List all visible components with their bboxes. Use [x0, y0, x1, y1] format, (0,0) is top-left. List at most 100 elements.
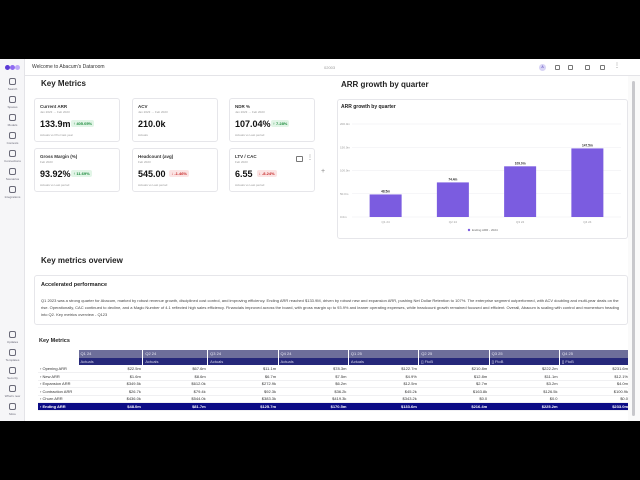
metric-change-value: -1.46% [174, 171, 187, 176]
metric-period: Jan 2023 → Feb 2023 [138, 110, 168, 114]
sidebar-item-more[interactable]: More [1, 403, 24, 420]
column-header-quarter: Q1 24 [77, 350, 143, 358]
table-cell: $419.3k [278, 395, 349, 403]
more-icon[interactable]: ⋮ [614, 63, 620, 69]
sidebar-item-label: Connections [4, 159, 21, 163]
model-icon [9, 114, 16, 121]
metric-card[interactable]: ACV Jan 2023 → Feb 2023 210.0k Actuals [132, 98, 218, 142]
expand-chevron-icon[interactable]: › [40, 381, 43, 387]
table-cell: $343.2k [348, 395, 419, 403]
metric-card[interactable]: Gross Margin (%) Feb 2023 93.92% Actuals vs… [34, 148, 120, 192]
metric-change-value: 11.69% [76, 171, 90, 176]
table-row[interactable]: › Opening ARR $22.5m $67.6m $11.1m $78.3m $12… [38, 365, 628, 373]
sidebar-item-what-s-new[interactable]: What's new [1, 385, 24, 402]
sidebar-item-search[interactable]: Search [1, 78, 24, 95]
metric-card[interactable]: Headcount (avg) Feb 2023 545.00 Actuals vs … [132, 148, 218, 192]
table-row[interactable]: › Ending ARR $48.0m $81.7m $125.7m $170.5m $1… [38, 402, 628, 411]
table-cell: $544.0k [142, 395, 208, 403]
security-icon [9, 367, 16, 374]
table-cell: $7.5m [278, 372, 349, 381]
metric-label: Current ARR [40, 104, 68, 109]
row-label[interactable]: › Churn ARR [38, 395, 78, 403]
metric-card[interactable]: Current ARR Jan 2023 → Feb 2023 133.9m Actu… [34, 98, 120, 142]
row-label[interactable]: › New ARR [38, 372, 78, 381]
column-header-quarter: Q3 25 [488, 350, 560, 358]
column-header-type: Actuals [347, 357, 419, 365]
sidebar-item-spaces[interactable]: Spaces [1, 96, 24, 113]
topbar-center-text: 02003 [324, 65, 336, 70]
sidebar-item-contexts[interactable]: Contexts [1, 132, 24, 149]
sidebar-item-templates[interactable]: Templates [1, 349, 24, 366]
expand-chevron-icon[interactable]: › [40, 366, 43, 371]
table-row[interactable]: › Churn ARR $436.0k $544.0k $383.3k $419.3k $… [38, 395, 628, 403]
table-cell: $126.5k [489, 387, 560, 396]
sidebar-item-connections[interactable]: Connections [1, 150, 24, 167]
sidebar-item-integrations[interactable]: Integrations [1, 186, 24, 203]
row-label[interactable]: › Contraction ARR [38, 387, 78, 396]
expand-chevron-icon[interactable]: › [40, 388, 43, 394]
table-cell: $233.0m [559, 402, 628, 411]
abacum-logo [5, 65, 20, 70]
metric-card[interactable]: LTV / CAC Feb 2023 6.55 Actuals vs Last per… [229, 148, 315, 192]
metric-card[interactable]: NDR % Jan 2023 → Feb 2023 107.04% Actuals v… [229, 98, 315, 142]
table-cell: $12.1% [559, 372, 628, 381]
sidebar-item-models[interactable]: Models [1, 114, 24, 131]
metric-change-value: -8.24% [261, 171, 275, 176]
table-cell: $436.0k [78, 395, 143, 403]
expand-chevron-icon[interactable]: › [40, 403, 43, 409]
table-row[interactable]: › Expansion ARR $349.5k $612.0k $272.9k $6.2… [38, 380, 628, 388]
sidebar-item-label: Security [7, 376, 18, 380]
metric-period: Jan 2023 → Feb 2023 [235, 110, 265, 114]
metric-value: 6.55 [235, 169, 253, 179]
table-cell: $48.0m [78, 402, 143, 411]
add-card-button[interactable]: + [321, 168, 326, 175]
expand-chevron-icon[interactable]: › [40, 396, 43, 402]
card-more-icon[interactable]: ⋮ [307, 155, 313, 161]
chat-icon[interactable] [296, 156, 303, 162]
sidebar-item-security[interactable]: Security [1, 367, 24, 384]
y-tick-label: 50.0m [340, 192, 349, 196]
row-label-text: Ending ARR [42, 403, 66, 409]
filter-icon[interactable] [600, 65, 605, 70]
connection-icon [9, 150, 16, 157]
table-cell: $272.9k [207, 380, 279, 388]
dashboard-content: Key Metrics Current ARR Jan 2023 → Feb 20… [25, 76, 628, 421]
expand-chevron-icon[interactable]: › [40, 373, 43, 379]
metric-period: Feb 2023 [235, 160, 248, 164]
overview-body: Q1 2023 was a strong quarter for Abacum,… [41, 298, 620, 317]
table-cell: $210.8m [418, 365, 490, 373]
table-cell: $92.3k [207, 387, 279, 396]
data-label: 109.0m [515, 161, 526, 165]
table-cell: $100.9k [559, 387, 628, 396]
column-header-quarter: Q4 25 [559, 350, 628, 358]
row-label-text: Expansion ARR [42, 381, 71, 387]
scroll-thumb[interactable] [632, 81, 635, 416]
metric-value: 210.0k [138, 119, 166, 129]
row-label[interactable]: › Ending ARR [38, 402, 78, 411]
table-cell: $6.2m [278, 380, 349, 388]
y-tick-label: 200.0m [340, 122, 351, 126]
avatar[interactable]: A [539, 64, 546, 71]
row-label[interactable]: › Expansion ARR [38, 380, 78, 388]
share-icon[interactable] [568, 65, 573, 70]
table-cell: $8.6m [142, 372, 208, 381]
row-label[interactable]: › Opening ARR [38, 365, 78, 373]
table-cell: $349.5k [78, 380, 143, 388]
search-icon [9, 78, 16, 85]
table-cell: $4.0m [559, 380, 628, 388]
sidebar-item-label: Contexts [6, 141, 19, 145]
scrollbar[interactable] [628, 76, 640, 421]
sidebar-item-scenarios[interactable]: Scenarios [1, 168, 24, 185]
table-row[interactable]: › New ARR $1.6m $8.6m $6.7m $7.5m $4.9% $12.8m… [38, 372, 628, 381]
table-cell: $1.6m [78, 372, 143, 381]
metric-label: NDR % [235, 104, 251, 109]
sidebar-item-label: Spaces [7, 105, 18, 109]
data-label: 147.5m [582, 143, 593, 147]
calendar-icon[interactable] [585, 65, 590, 70]
user-icon[interactable] [555, 65, 560, 70]
metric-change-value: 405.05% [76, 121, 93, 126]
sidebar-item-updates[interactable]: Updates [1, 331, 24, 348]
metric-change-badge: ↓ -1.46% [169, 170, 189, 177]
table-cell: $383.3k [207, 395, 279, 403]
table-row[interactable]: › Contraction ARR $26.7k $79.4k $92.3k $36.2… [38, 387, 628, 396]
